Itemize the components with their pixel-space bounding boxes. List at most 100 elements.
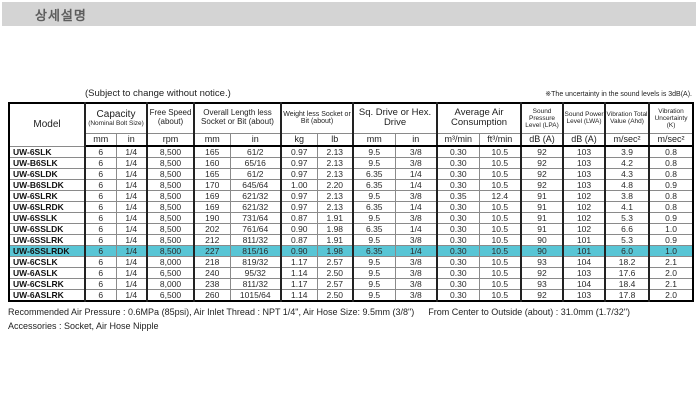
value-cell: 212 — [193, 234, 231, 246]
value-cell: 0.30 — [436, 223, 480, 235]
value-cell: 91 — [520, 201, 565, 213]
value-cell: 91 — [520, 212, 565, 224]
model-cell: UW-6ASLRK — [8, 289, 86, 302]
value-cell: 6 — [84, 234, 117, 246]
model-cell: UW-6SLRDK — [8, 201, 86, 213]
section-header-bar: 상세설명 — [2, 2, 696, 26]
value-cell: 10.5 — [478, 267, 523, 279]
unit-cell: m³/min — [436, 132, 480, 147]
value-cell: 0.97 — [280, 190, 318, 202]
header-sq-drive: Sq. Drive or Hex. Drive — [352, 102, 439, 134]
unit-cell: mm — [352, 132, 396, 147]
value-cell: 1/4 — [115, 145, 149, 158]
value-cell: 0.35 — [436, 190, 480, 202]
value-cell: 3.8 — [604, 190, 651, 202]
value-cell: 1/4 — [394, 245, 439, 257]
value-cell: 6 — [84, 168, 117, 180]
value-cell: 3/8 — [394, 278, 439, 290]
value-cell: 6 — [84, 145, 117, 158]
value-cell: 103 — [562, 145, 607, 158]
units-row: mm in rpm mm in kg lb mm in m³/min ft³/m… — [9, 132, 694, 147]
value-cell: 92 — [520, 179, 565, 191]
section-title: 상세설명 — [35, 7, 87, 23]
value-cell: 1.17 — [280, 256, 318, 268]
value-cell: 4.2 — [604, 157, 651, 169]
value-cell: 1/4 — [115, 179, 149, 191]
value-cell: 8,500 — [146, 157, 196, 169]
value-cell: 10.5 — [478, 179, 523, 191]
header-model: Model — [8, 102, 86, 147]
value-cell: 819/32 — [229, 256, 283, 268]
value-cell: 3/8 — [394, 145, 439, 158]
value-cell: 10.5 — [478, 168, 523, 180]
value-cell: 10.5 — [478, 223, 523, 235]
value-cell: 1/4 — [394, 201, 439, 213]
value-cell: 2.57 — [316, 278, 355, 290]
value-cell: 18.4 — [604, 278, 651, 290]
unit-cell: dB (A) — [520, 132, 565, 147]
value-cell: 90 — [520, 234, 565, 246]
header-weight: Weight less Socket or Bit (about) — [280, 102, 355, 134]
value-cell: 93 — [520, 278, 565, 290]
value-cell: 65/16 — [229, 157, 283, 169]
value-cell: 1.14 — [280, 267, 318, 279]
model-cell: UW-6CSLK — [8, 256, 86, 268]
value-cell: 9.5 — [352, 267, 396, 279]
value-cell: 1.91 — [316, 234, 355, 246]
header-capacity-main: Capacity — [96, 109, 136, 121]
value-cell: 218 — [193, 256, 231, 268]
value-cell: 10.5 — [478, 212, 523, 224]
value-cell: 17.8 — [604, 289, 651, 302]
value-cell: 3/8 — [394, 190, 439, 202]
value-cell: 5.3 — [604, 234, 651, 246]
value-cell: 6 — [84, 223, 117, 235]
value-cell: 1/4 — [115, 278, 149, 290]
unit-cell: in — [115, 132, 149, 147]
unit-cell: kg — [280, 132, 318, 147]
value-cell: 9.5 — [352, 157, 396, 169]
table-row: UW-B6SLK 6 1/4 8,500 160 65/16 0.97 2.13 9.5 3/8 0… — [8, 157, 694, 169]
value-cell: 5.3 — [604, 212, 651, 224]
table-row: UW-6CSLRK 6 1/4 8,000 238 811/32 1.17 2.57 9.5 3/… — [8, 278, 694, 290]
value-cell: 169 — [193, 190, 231, 202]
value-cell: 0.30 — [436, 201, 480, 213]
unit-cell: rpm — [146, 132, 196, 147]
sound-uncertainty-note: ※The uncertainty in the sound levels is … — [545, 91, 692, 98]
value-cell: 1.91 — [316, 212, 355, 224]
value-cell: 3/8 — [394, 212, 439, 224]
value-cell: 9.5 — [352, 234, 396, 246]
header-sound-pressure: Sound Pressure Level (LPA) — [520, 102, 565, 134]
value-cell: 0.30 — [436, 212, 480, 224]
model-cell: UW-6SLRK — [8, 190, 86, 202]
value-cell: 9.5 — [352, 256, 396, 268]
model-cell: UW-6ASLK — [8, 267, 86, 279]
value-cell: 104 — [562, 278, 607, 290]
header-air-consumption: Average Air Consumption — [436, 102, 523, 134]
value-cell: 0.90 — [280, 223, 318, 235]
model-cell: UW-6CSLRK — [8, 278, 86, 290]
unit-cell: dB (A) — [562, 132, 607, 147]
value-cell: 202 — [193, 223, 231, 235]
value-cell: 9.5 — [352, 278, 396, 290]
header-vibration-total: Vibration Total Value (Ahd) — [604, 102, 651, 134]
footer-line1: Recommended Air Pressure : 0.6MPa (85psi… — [8, 305, 696, 319]
value-cell: 6 — [84, 245, 117, 257]
value-cell: 101 — [562, 245, 607, 257]
value-cell: 0.97 — [280, 168, 318, 180]
footer-notes: Recommended Air Pressure : 0.6MPa (85psi… — [8, 305, 696, 333]
value-cell: 92 — [520, 289, 565, 302]
header-overall-length: Overall Length less Socket or Bit (about… — [193, 102, 283, 134]
value-cell: 6.0 — [604, 245, 651, 257]
model-cell: UW-B6SLK — [8, 157, 86, 169]
value-cell: 1.00 — [280, 179, 318, 191]
value-cell: 3/8 — [394, 289, 439, 302]
value-cell: 8,500 — [146, 201, 196, 213]
value-cell: 0.30 — [436, 278, 480, 290]
value-cell: 102 — [562, 212, 607, 224]
value-cell: 2.13 — [316, 201, 355, 213]
value-cell: 12.4 — [478, 190, 523, 202]
value-cell: 3.9 — [604, 145, 651, 158]
value-cell: 92 — [520, 145, 565, 158]
value-cell: 1/4 — [115, 256, 149, 268]
value-cell: 260 — [193, 289, 231, 302]
